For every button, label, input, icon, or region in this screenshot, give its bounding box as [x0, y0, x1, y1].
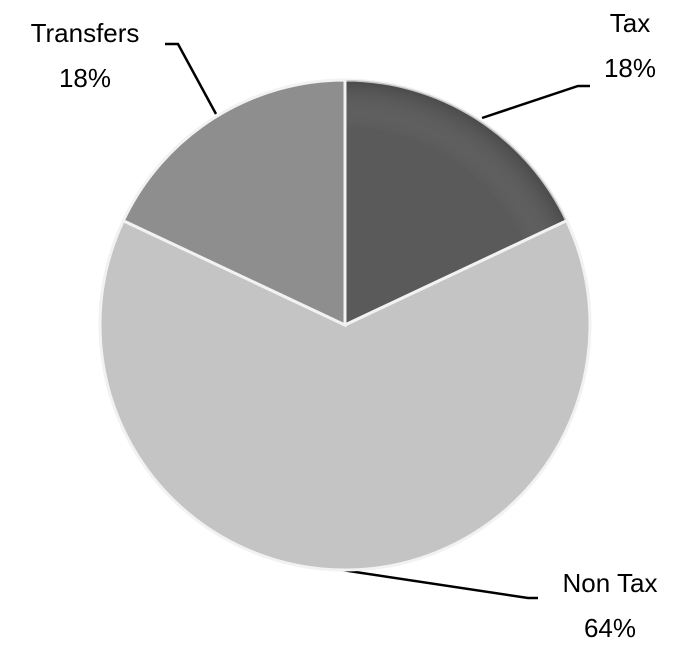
leader-line [341, 568, 538, 600]
slice-value-label: 18% [604, 53, 656, 83]
slice-label: Non Tax [563, 568, 658, 598]
pie-slice [98, 218, 592, 572]
slice-label: Tax [610, 8, 650, 38]
leader-line [481, 84, 590, 120]
slice-value-label: 64% [584, 613, 636, 643]
slice-value-label: 18% [59, 63, 111, 93]
slice-label: Transfers [31, 18, 140, 48]
pie-slice [121, 78, 347, 328]
leader-line [165, 42, 218, 115]
